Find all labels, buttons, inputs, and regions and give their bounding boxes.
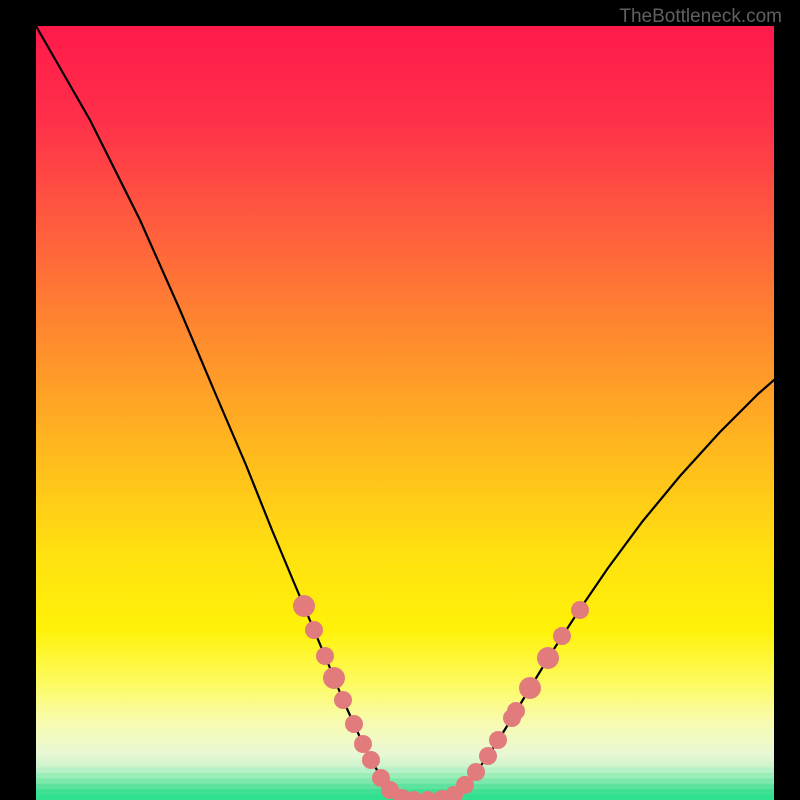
watermark: TheBottleneck.com <box>619 6 782 28</box>
chart-container: TheBottleneck.com <box>0 0 800 800</box>
green-band <box>0 0 800 800</box>
